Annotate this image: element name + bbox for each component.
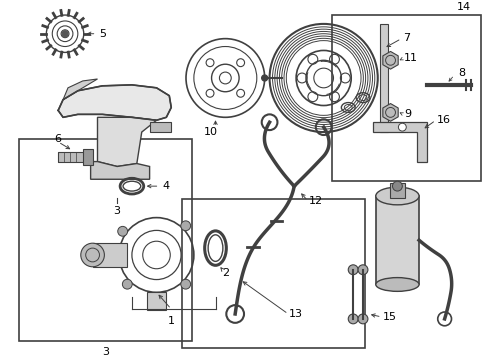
Text: 13: 13	[289, 309, 303, 319]
Circle shape	[62, 31, 68, 37]
Circle shape	[398, 123, 406, 131]
Text: 2: 2	[222, 268, 229, 278]
Circle shape	[181, 279, 191, 289]
Text: 8: 8	[458, 68, 465, 78]
Polygon shape	[58, 85, 171, 120]
Bar	[182, 199, 366, 348]
Text: 3: 3	[114, 206, 121, 216]
Circle shape	[118, 226, 127, 236]
Bar	[390, 183, 405, 198]
Circle shape	[358, 314, 368, 324]
Polygon shape	[91, 162, 149, 179]
Text: 7: 7	[403, 33, 411, 43]
Bar	[19, 139, 192, 341]
Text: 14: 14	[457, 2, 471, 12]
Bar	[58, 152, 88, 162]
Circle shape	[122, 279, 132, 289]
Text: 9: 9	[404, 109, 412, 120]
Bar	[83, 149, 93, 165]
Bar	[380, 24, 388, 132]
Ellipse shape	[376, 187, 419, 205]
Polygon shape	[98, 117, 156, 166]
Text: 1: 1	[168, 316, 175, 326]
Text: 6: 6	[55, 134, 62, 144]
Circle shape	[392, 181, 402, 191]
Text: 3: 3	[102, 347, 109, 357]
Bar	[147, 292, 166, 310]
Bar	[93, 243, 127, 267]
Text: 5: 5	[99, 29, 106, 39]
Text: 11: 11	[404, 53, 418, 63]
Polygon shape	[63, 79, 98, 100]
Text: 10: 10	[203, 127, 218, 137]
Bar	[149, 122, 171, 132]
Circle shape	[262, 75, 268, 81]
Polygon shape	[373, 122, 427, 162]
Ellipse shape	[376, 278, 419, 291]
Text: 4: 4	[162, 181, 170, 191]
Bar	[332, 15, 481, 181]
Circle shape	[81, 243, 104, 267]
Text: 12: 12	[309, 196, 323, 206]
Text: 16: 16	[437, 115, 451, 125]
Circle shape	[181, 221, 191, 231]
Circle shape	[348, 265, 358, 275]
Circle shape	[358, 265, 368, 275]
Circle shape	[348, 314, 358, 324]
Bar	[376, 196, 419, 284]
Text: 15: 15	[383, 312, 397, 322]
